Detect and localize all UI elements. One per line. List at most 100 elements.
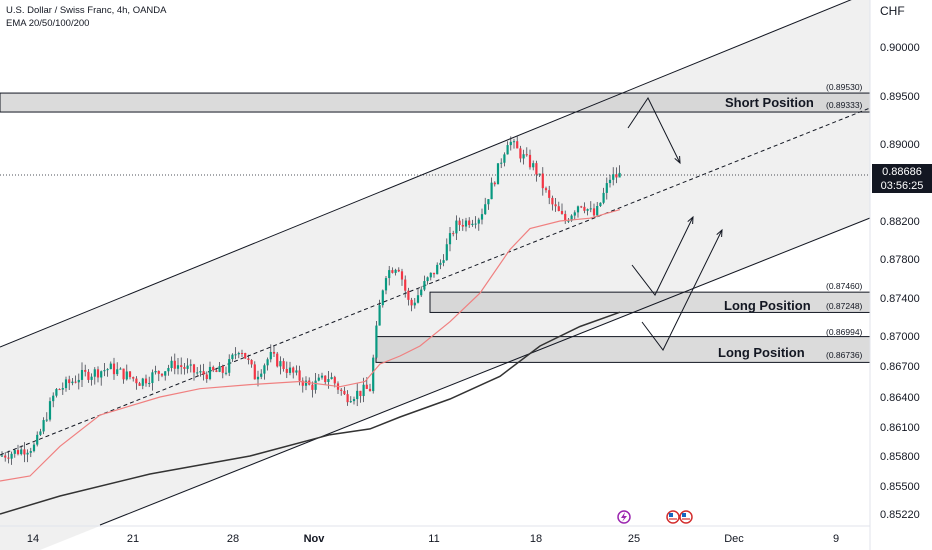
- candle-body: [365, 384, 368, 389]
- candle-body: [260, 373, 263, 377]
- candle-body: [375, 325, 378, 358]
- candle-body: [484, 204, 487, 215]
- candle-body: [151, 372, 154, 383]
- candle-body: [205, 374, 208, 379]
- candle-body: [93, 369, 96, 377]
- candle-body: [317, 377, 320, 381]
- candle-body: [138, 383, 141, 386]
- candle-body: [269, 351, 272, 360]
- candle-body: [493, 182, 496, 185]
- candle-body: [388, 270, 391, 279]
- x-tick-label: 21: [127, 533, 139, 545]
- candle-body: [10, 453, 13, 459]
- candle-body: [474, 223, 477, 225]
- candle-body: [516, 141, 519, 149]
- candle-body: [429, 272, 432, 278]
- candle-body: [522, 154, 525, 159]
- candle-body: [122, 368, 125, 380]
- candle-body: [106, 369, 109, 371]
- candle-body: [384, 278, 388, 291]
- candle-body: [0, 455, 4, 457]
- candle-body: [61, 388, 64, 390]
- short-projection-arrow-head: [674, 155, 681, 165]
- ema-short-line: [0, 209, 621, 482]
- candle-body: [340, 389, 343, 391]
- candle-body: [442, 260, 445, 263]
- candle-body: [45, 419, 48, 421]
- candle-body: [567, 220, 570, 222]
- candle-body: [26, 452, 29, 455]
- candle-body: [560, 211, 564, 214]
- candle-body: [186, 365, 189, 369]
- candle-body: [589, 208, 592, 210]
- candle-body: [266, 359, 269, 366]
- long2-zone-lower: (0.86736): [826, 350, 863, 360]
- us-flag-canton: [682, 513, 686, 517]
- candle-body: [512, 141, 516, 143]
- last-price: 0.88686: [882, 166, 922, 178]
- y-tick-label: 0.89500: [880, 91, 920, 103]
- candle-body: [551, 197, 554, 205]
- long1-zone-upper: (0.87460): [826, 281, 863, 291]
- candle-body: [618, 172, 621, 178]
- candle-body: [116, 369, 119, 375]
- candle-body: [55, 389, 58, 396]
- candle-body: [548, 190, 551, 198]
- candle-body: [68, 379, 71, 384]
- candle-body: [615, 174, 618, 178]
- candle-body: [250, 359, 253, 365]
- x-tick-label: 11: [428, 533, 439, 545]
- candle-body: [119, 368, 122, 370]
- candle-body: [218, 366, 221, 372]
- candle-body: [432, 272, 436, 275]
- candle-body: [23, 449, 26, 455]
- candle-body: [128, 371, 132, 378]
- candle-body: [13, 450, 16, 454]
- candle-body: [586, 209, 589, 211]
- candle-body: [279, 361, 282, 367]
- currency-label: CHF: [880, 4, 905, 18]
- candle-body: [183, 367, 186, 369]
- long1-zone-lower: (0.87248): [826, 301, 863, 311]
- candle-body: [148, 382, 151, 384]
- candle-body: [304, 380, 308, 386]
- y-tick-label: 0.89000: [880, 139, 920, 151]
- channel-upper-line: [0, 0, 852, 348]
- lightning-bolt: [621, 512, 627, 522]
- candle-body: [464, 220, 468, 227]
- candle-body: [503, 154, 506, 163]
- candle-body: [103, 370, 106, 372]
- candle-body: [196, 372, 199, 374]
- candle-body: [167, 367, 170, 372]
- candle-body: [202, 371, 205, 375]
- candle-body: [170, 360, 173, 368]
- zone-box-2: [375, 336, 871, 363]
- candle-body: [263, 365, 266, 374]
- candle-body: [535, 163, 538, 175]
- candle-body: [189, 364, 192, 366]
- candle-body: [596, 206, 599, 216]
- candle-body: [455, 220, 458, 234]
- candle-body: [570, 215, 573, 221]
- candle-body: [80, 369, 84, 380]
- candle-body: [378, 305, 381, 326]
- short-position-label: Short Position: [725, 95, 814, 110]
- candle-body: [164, 371, 167, 376]
- y-tick-label: 0.85800: [880, 451, 920, 463]
- candle-body: [608, 179, 612, 184]
- y-tick-label: 0.87000: [880, 331, 920, 343]
- candle-body: [176, 365, 180, 369]
- long-position-label-2: Long Position: [718, 345, 805, 360]
- candle-body: [39, 431, 42, 435]
- candle-body: [400, 271, 404, 280]
- candle-body: [413, 302, 416, 306]
- candle-body: [532, 163, 535, 168]
- candle-body: [314, 380, 317, 390]
- last-price-badge[interactable]: 0.88686 03:56:25: [872, 164, 932, 193]
- candle-body: [352, 399, 356, 402]
- candle-body: [410, 299, 413, 306]
- candle-body: [343, 390, 346, 395]
- long-projection-arrow-1-head: [687, 215, 694, 225]
- candle-body: [394, 269, 397, 273]
